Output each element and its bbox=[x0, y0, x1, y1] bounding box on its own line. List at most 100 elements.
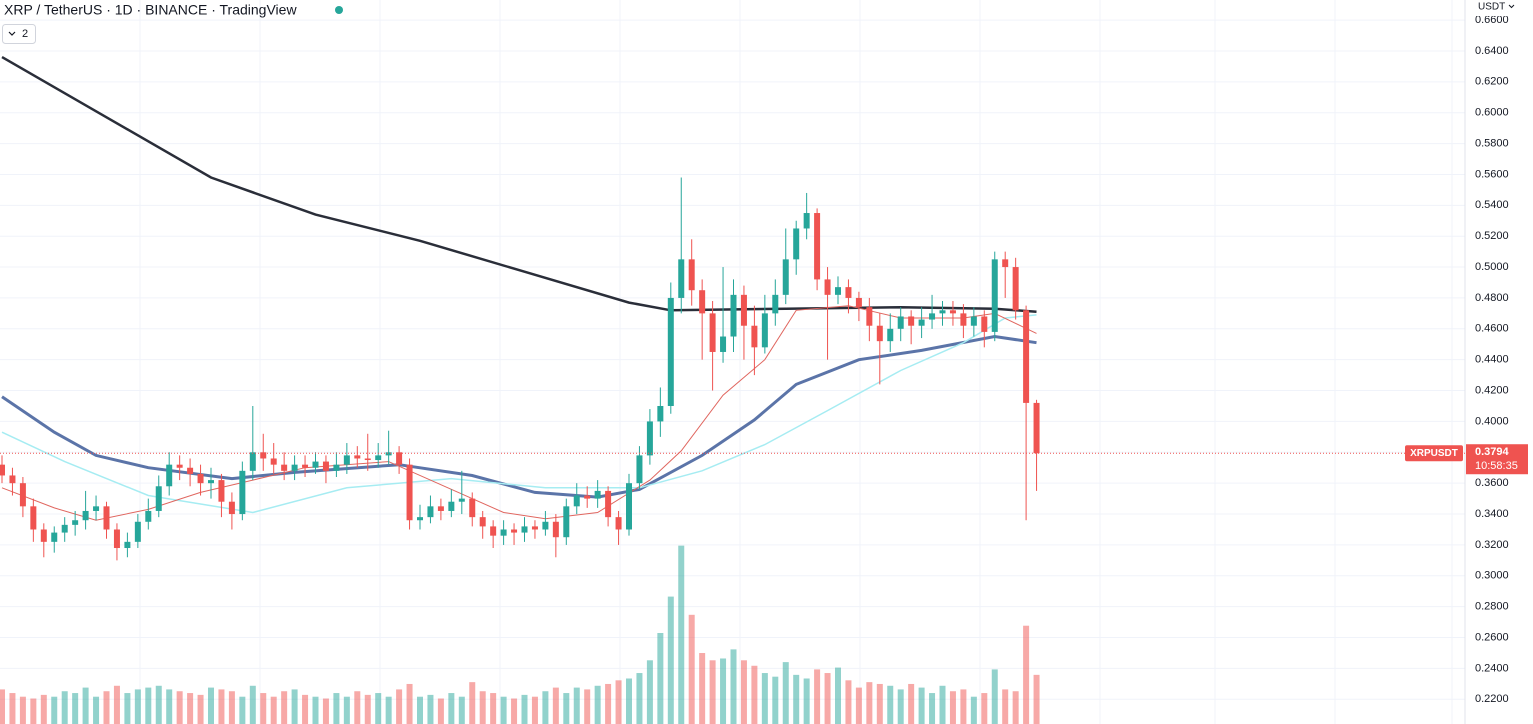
volume-bar bbox=[500, 696, 507, 724]
currency-bg bbox=[1466, 0, 1533, 16]
candle-body bbox=[761, 313, 768, 348]
volume-bar bbox=[573, 687, 580, 724]
candle-body bbox=[678, 259, 685, 298]
volume-bar bbox=[469, 682, 476, 724]
volume-bar bbox=[490, 693, 497, 724]
candle-body bbox=[521, 526, 528, 533]
candle-body bbox=[824, 279, 831, 295]
candle-body bbox=[751, 325, 758, 348]
currency-chevron bbox=[1508, 4, 1515, 9]
volume-bar bbox=[511, 698, 518, 724]
candle-body bbox=[897, 316, 904, 329]
volume-bar bbox=[615, 680, 622, 724]
volume-bar bbox=[981, 693, 988, 724]
volume-bar bbox=[333, 693, 340, 724]
candle-body bbox=[166, 464, 173, 487]
chart-title: XRP / TetherUS · 1D · BINANCE · TradingV… bbox=[4, 2, 297, 18]
volume-bar bbox=[103, 691, 110, 724]
candle-body bbox=[396, 452, 403, 465]
volume-bar bbox=[918, 687, 925, 724]
volume-bar bbox=[1033, 674, 1040, 724]
y-tick-label: 0.3000 bbox=[1475, 570, 1509, 582]
volume-bar bbox=[197, 694, 204, 724]
candle-body bbox=[406, 464, 413, 521]
volume-bar bbox=[876, 683, 883, 724]
candle-body bbox=[709, 313, 716, 352]
volume-bar bbox=[803, 678, 810, 724]
candle-body bbox=[500, 529, 507, 536]
y-tick-label: 0.2200 bbox=[1475, 693, 1509, 705]
candle-body bbox=[730, 294, 737, 337]
candle-body bbox=[929, 313, 936, 320]
volume-bar bbox=[113, 685, 120, 724]
candle-body bbox=[385, 452, 392, 456]
y-tick-label: 0.5800 bbox=[1475, 137, 1509, 149]
volume-bar bbox=[939, 685, 946, 724]
candle-body bbox=[249, 452, 256, 471]
volume-bar bbox=[479, 691, 486, 724]
volume-bar bbox=[699, 653, 706, 724]
moving-average-line bbox=[1, 305, 1037, 521]
candle-body bbox=[322, 461, 329, 471]
volume-bar bbox=[281, 691, 288, 724]
candle-body bbox=[772, 294, 779, 314]
volume-bar bbox=[40, 694, 47, 724]
indicator-toggle[interactable] bbox=[2, 24, 36, 44]
y-tick-label: 0.5600 bbox=[1475, 168, 1509, 180]
moving-averages bbox=[1, 56, 1037, 521]
volume-bar bbox=[134, 689, 141, 724]
volume-bar bbox=[322, 698, 329, 724]
volume-bar bbox=[249, 685, 256, 724]
volume-bar bbox=[657, 633, 664, 724]
volume-bar bbox=[552, 687, 559, 724]
currency-label[interactable]: USDT bbox=[1478, 2, 1505, 13]
candle-body bbox=[155, 486, 162, 511]
candle-body bbox=[720, 336, 727, 352]
y-tick-label: 0.3600 bbox=[1475, 477, 1509, 489]
candle-body bbox=[615, 517, 622, 530]
volume-bar bbox=[396, 689, 403, 724]
candles bbox=[0, 177, 1040, 561]
candle-body bbox=[354, 455, 361, 459]
candle-body bbox=[187, 467, 194, 474]
candle-body bbox=[448, 501, 455, 511]
candle-body bbox=[124, 541, 131, 549]
candle-body bbox=[417, 517, 423, 521]
candle-body bbox=[855, 297, 862, 308]
volume-bar bbox=[835, 667, 841, 724]
volume-bar bbox=[155, 685, 162, 724]
candle-body bbox=[636, 455, 643, 484]
volume-bar bbox=[448, 693, 455, 724]
candle-body bbox=[939, 310, 946, 314]
candle-body bbox=[1012, 267, 1019, 311]
volume-bar bbox=[291, 689, 298, 724]
volume-bar bbox=[897, 689, 904, 724]
candle-body bbox=[646, 421, 653, 456]
volume-bar bbox=[793, 674, 800, 724]
candle-body bbox=[845, 287, 852, 298]
volume-bar bbox=[751, 665, 758, 724]
candle-body bbox=[103, 506, 110, 530]
candle-body bbox=[981, 316, 988, 332]
candle-body bbox=[814, 213, 821, 280]
candle-body bbox=[302, 464, 309, 468]
y-tick-label: 0.5200 bbox=[1475, 230, 1509, 242]
candle-body bbox=[437, 506, 444, 511]
volume-bar bbox=[626, 678, 632, 724]
volume-bar bbox=[51, 696, 58, 724]
volume-bar bbox=[364, 694, 371, 724]
candle-body bbox=[908, 316, 915, 326]
candle-body bbox=[876, 325, 883, 342]
volume-bar bbox=[427, 694, 434, 724]
candle-body bbox=[511, 529, 518, 533]
countdown-label: 10:58:35 bbox=[1475, 460, 1518, 472]
candle-body bbox=[469, 498, 476, 518]
candle-body bbox=[270, 458, 277, 465]
volume-bar bbox=[521, 694, 528, 724]
volume-bar bbox=[260, 693, 267, 724]
volume-bar bbox=[782, 662, 789, 724]
volume-bar bbox=[437, 698, 444, 724]
volume-bar bbox=[1023, 625, 1030, 724]
volume-bar bbox=[82, 687, 89, 724]
